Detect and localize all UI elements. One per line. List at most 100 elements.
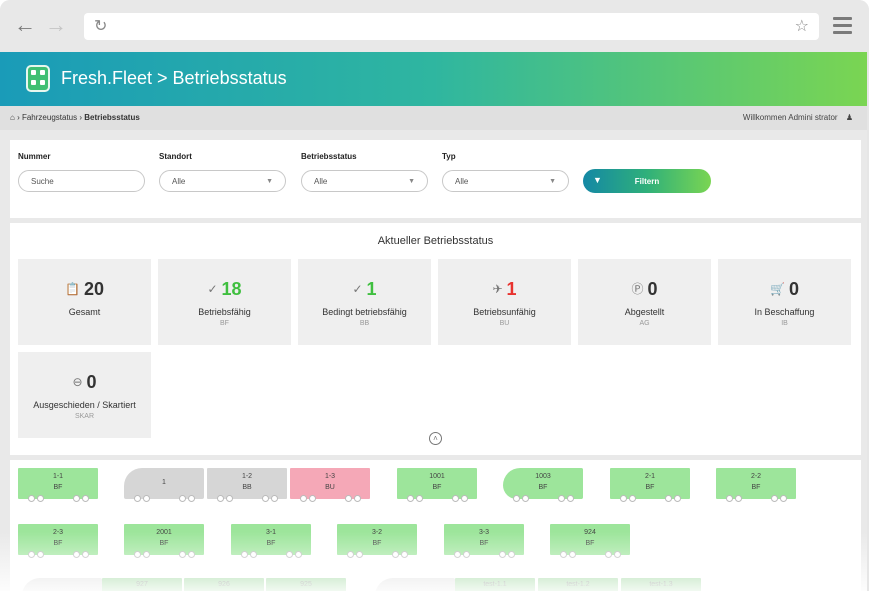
vehicle-tile[interactable]: 2001 BF (124, 524, 204, 558)
card-count: 0 (86, 372, 97, 392)
nummer-search-input[interactable]: Suche (18, 170, 145, 192)
breadcrumb-item-fahrzeugstatus[interactable]: Fahrzeugstatus (21, 113, 78, 122)
vehicle-tile[interactable]: 926 (184, 578, 264, 591)
vehicle-status: BU (325, 484, 335, 491)
status-panel: Aktueller Betriebsstatus 📋 20 Gesamt ✓ 18 … (10, 223, 861, 455)
card-count: 0 (788, 279, 799, 299)
vehicle-tile[interactable]: 3-2 BF (337, 524, 417, 558)
filter-panel: Nummer Suche Standort Alle ▼ Betriebssta… (10, 140, 861, 218)
vehicle-tile[interactable]: 1001 BF (397, 468, 477, 502)
car-crash-icon: ✈ (492, 282, 503, 296)
address-bar[interactable]: ↻ ☆ (84, 13, 819, 40)
card-code: BU (499, 320, 510, 327)
vehicle-number: 3-3 (478, 529, 490, 536)
chevron-up-icon[interactable]: ˄ (429, 432, 442, 445)
vehicle-tile[interactable]: 925 (266, 578, 346, 591)
typ-select[interactable]: Alle ▼ (442, 170, 569, 192)
vehicle-status: BF (538, 484, 548, 491)
vehicle-status: BF (53, 484, 63, 491)
filter-button-label: Filtern (634, 177, 660, 186)
betriebsstatus-select[interactable]: Alle ▼ (301, 170, 428, 192)
vehicle-tile[interactable]: test-1.1 (455, 578, 535, 591)
vehicle-number: 3-2 (371, 529, 383, 536)
filter-label-nummer: Nummer (18, 152, 51, 161)
vehicle-status: BF (53, 540, 63, 547)
vehicle-tile[interactable]: 1-1 BF (18, 468, 98, 502)
vehicle-tile[interactable]: 3-1 BF (231, 524, 311, 558)
vehicle-number: 2-1 (644, 473, 656, 480)
typ-value: Alle (455, 177, 469, 186)
vehicle-tile[interactable] (22, 578, 102, 591)
breadcrumb-item-current: Betriebsstatus (84, 113, 140, 122)
user-icon[interactable]: ♟ (845, 113, 853, 122)
app-header: Fresh.Fleet > Betriebsstatus (0, 52, 867, 106)
vehicle-status: BB (242, 484, 252, 491)
vehicle-number: 925 (300, 581, 312, 588)
page-title: Fresh.Fleet > Betriebsstatus (61, 68, 287, 88)
card-code: SKAR (74, 413, 95, 420)
back-arrow-icon[interactable]: ← (14, 12, 36, 37)
vehicle-number: 2-2 (750, 473, 762, 480)
welcome-user[interactable]: Willkommen Admini strator ♟ (743, 113, 853, 122)
vehicle-tile[interactable]: 1-2 BB (207, 468, 287, 502)
status-card-betriebsunfaehig[interactable]: ✈ 1 Betriebsunfähig BU (438, 259, 571, 345)
cart-icon: 🛒 (770, 282, 785, 296)
card-code: AG (639, 320, 650, 327)
status-card-beschaffung[interactable]: 🛒 0 In Beschaffung IB (718, 259, 851, 345)
vehicle-tile[interactable]: 2-1 BF (610, 468, 690, 502)
parking-icon: Ⓟ (631, 282, 644, 296)
card-code: BF (220, 320, 229, 327)
vehicle-tile[interactable]: 3-3 BF (444, 524, 524, 558)
card-label: Ausgeschieden / Skartiert (33, 400, 136, 410)
filter-label-typ: Typ (442, 152, 456, 161)
minus-circle-icon: ⊖ (72, 375, 83, 389)
card-label: In Beschaffung (754, 307, 815, 317)
vehicle-tile[interactable]: test-1.3 (621, 578, 701, 591)
clipboard-icon: 📋 (65, 282, 80, 296)
vehicle-tile[interactable]: 2-2 BF (716, 468, 796, 502)
vehicle-tile[interactable]: 1 (124, 468, 204, 502)
chevron-down-icon: ▼ (266, 178, 273, 185)
card-label: Gesamt (68, 307, 101, 317)
vehicle-tile[interactable]: 2-3 BF (18, 524, 98, 558)
filter-button[interactable]: ▼ Filtern (583, 169, 711, 193)
vehicle-number: 2001 (156, 529, 172, 536)
vehicle-tile[interactable]: test-1.2 (538, 578, 618, 591)
status-card-abgestellt[interactable]: Ⓟ 0 Abgestellt AG (578, 259, 711, 345)
vehicle-tile[interactable]: 924 BF (550, 524, 630, 558)
vehicle-tile[interactable] (375, 578, 455, 591)
vehicle-number: 1-1 (52, 473, 64, 480)
vehicle-status: BF (432, 484, 442, 491)
status-card-ausgeschieden[interactable]: ⊖ 0 Ausgeschieden / Skartiert SKAR (18, 352, 151, 438)
home-icon[interactable]: ⌂ (10, 113, 15, 122)
vehicle-status: BF (372, 540, 382, 547)
welcome-text: Willkommen Admini strator (742, 113, 838, 122)
card-count: 20 (83, 279, 104, 299)
vehicle-tile[interactable]: 1-3 BU (290, 468, 370, 502)
star-icon[interactable]: ☆ (794, 18, 809, 35)
vehicle-number: test-1.2 (566, 581, 590, 588)
status-card-bedingt[interactable]: ✓ 1 Bedingt betriebsfähig BB (298, 259, 431, 345)
status-title: Aktueller Betriebsstatus (377, 235, 494, 247)
card-count: 1 (506, 279, 517, 299)
hamburger-icon[interactable] (833, 17, 852, 38)
card-label: Betriebsfähig (198, 307, 251, 317)
funnel-icon: ▼ (593, 175, 602, 185)
status-card-betriebsfaehig[interactable]: ✓ 18 Betriebsfähig BF (158, 259, 291, 345)
vehicle-tile[interactable]: 1003 BF (503, 468, 583, 502)
card-label: Betriebsunfähig (473, 307, 536, 317)
filter-label-betriebsstatus: Betriebsstatus (301, 152, 357, 161)
standort-select[interactable]: Alle ▼ (159, 170, 286, 192)
status-card-gesamt[interactable]: 📋 20 Gesamt (18, 259, 151, 345)
betriebsstatus-value: Alle (314, 177, 328, 186)
reload-icon[interactable]: ↻ (94, 18, 108, 35)
breadcrumb: ⌂ › Fahrzeugstatus › Betriebsstatus (10, 113, 140, 122)
card-count: 1 (366, 279, 377, 299)
vehicle-number: 926 (218, 581, 230, 588)
card-count: 18 (221, 279, 242, 299)
vehicle-tile[interactable]: 927 (102, 578, 182, 591)
vehicle-number: 1001 (429, 473, 445, 480)
chevron-down-icon: ▼ (408, 178, 415, 185)
forward-arrow-icon[interactable]: → (45, 12, 67, 37)
card-code: BB (359, 320, 370, 327)
